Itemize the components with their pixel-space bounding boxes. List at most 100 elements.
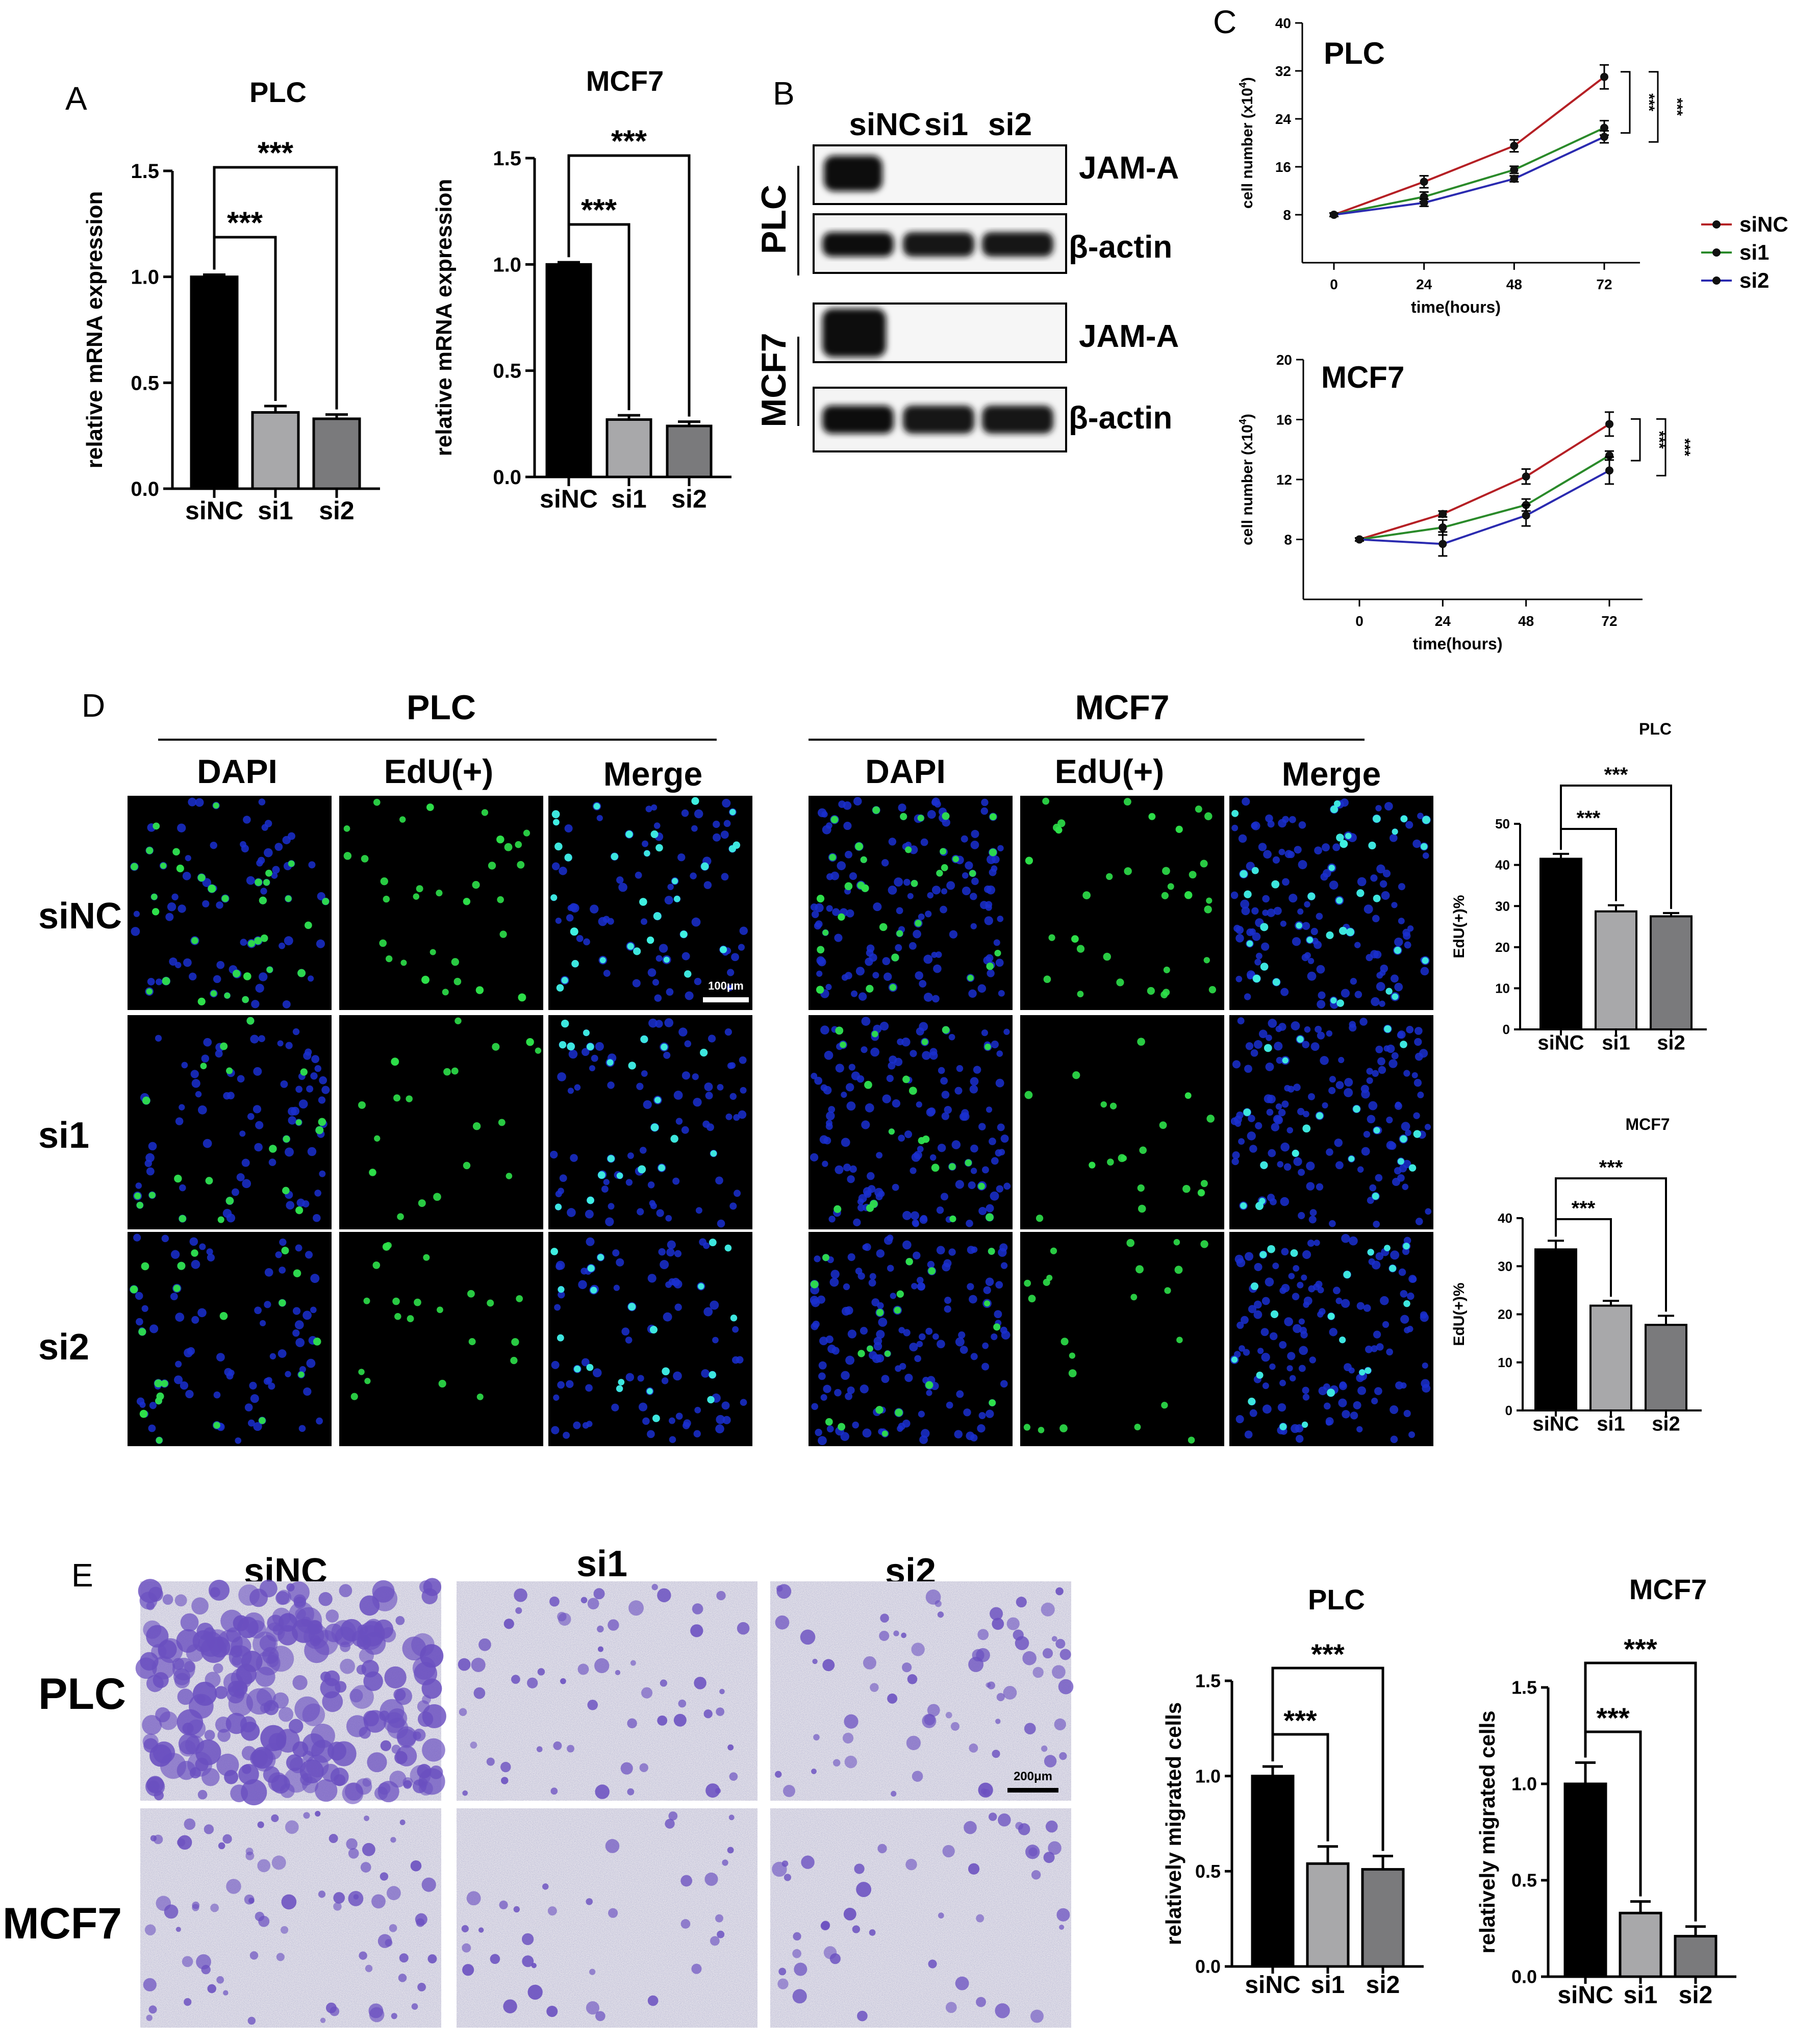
chart-title: PLC [1324, 36, 1385, 70]
panel-label-c: C [1213, 4, 1236, 40]
bar-siNC [1534, 1248, 1577, 1411]
image-plc-edu-0 [339, 796, 543, 1010]
y-axis-label: EdU(+)% [1451, 895, 1468, 958]
chart-title: MCF7 [586, 65, 664, 97]
significance-bracket [1560, 785, 1672, 909]
image-mcf7-merge-0 [1229, 796, 1433, 1010]
y-tick-label: 8 [1283, 207, 1291, 223]
bar-si2 [666, 424, 713, 478]
panel-label-d: D [82, 687, 105, 724]
x-tick-label: 0 [1330, 276, 1338, 292]
y-tick-label: 0.0 [1195, 1956, 1221, 1977]
chart-c-mcf7: MCF7 8 12 16 20 0 24 48 72 time(hours) cell number… [1238, 352, 1693, 653]
image-mcf7-dapi-1 [809, 1015, 1013, 1229]
blot-actin-plc [813, 213, 1067, 274]
significance-label: *** [1624, 1633, 1657, 1665]
y-tick-label: 10 [1495, 981, 1510, 996]
e-row-mcf7: MCF7 [3, 1899, 122, 1948]
bar-siNC [1563, 1782, 1607, 1978]
y-axis-label: relatively migrated cells [1162, 1702, 1185, 1945]
category-label: si2 [319, 496, 355, 525]
chart-title: MCF7 [1629, 1573, 1707, 1605]
panel-label-a: A [65, 80, 87, 117]
y-axis-label: relatively migrated cells [1475, 1710, 1499, 1953]
x-tick-label: 24 [1416, 276, 1432, 292]
significance-label: *** [258, 136, 294, 170]
d-row-si2: si2 [38, 1327, 89, 1368]
bar-siNC [1539, 857, 1582, 1030]
data-point [1510, 165, 1519, 174]
y-tick-label: 0 [1503, 1022, 1510, 1037]
e-scale-bar: 200μm [1007, 1770, 1058, 1793]
bar-si2 [1674, 1935, 1718, 1978]
data-point [1355, 535, 1363, 544]
y-tick-label: 1.0 [1195, 1765, 1221, 1786]
image-plc-merge-2 [548, 1232, 752, 1446]
x-tick-label: 72 [1601, 613, 1617, 629]
image-plc-merge-1 [548, 1015, 752, 1229]
data-point [1510, 141, 1519, 150]
data-point [1605, 466, 1613, 475]
y-tick-label: 0.5 [493, 360, 521, 383]
bar-si2 [312, 417, 361, 490]
legend-marker [1712, 276, 1721, 285]
transwell-plc-si2 [770, 1581, 1074, 1801]
chart-title: MCF7 [1625, 1115, 1670, 1133]
significance-bracket [1555, 1177, 1667, 1312]
svg-text:200μm: 200μm [1014, 1770, 1052, 1783]
y-axis-label: relative mRNA expression [82, 191, 107, 469]
series-line-si1 [1359, 455, 1610, 541]
y-tick-label: 16 [1275, 159, 1291, 175]
bar-si2 [1650, 915, 1693, 1030]
data-point [1438, 540, 1447, 548]
protein-label-jama-mcf7: JAM-A [1079, 319, 1179, 354]
y-tick-label: 1.5 [493, 147, 521, 170]
transwell-mcf7-si1 [457, 1808, 757, 2028]
y-tick-label: 30 [1498, 1258, 1512, 1274]
y-tick-label: 12 [1276, 472, 1292, 488]
significance-bracket [213, 166, 338, 410]
data-point [1438, 523, 1447, 532]
category-label: si2 [1652, 1412, 1680, 1435]
edu-imaging-panel: PLC MCF7 DAPI EdU(+) Merge DAPI EdU(+) M… [38, 688, 1433, 1446]
chart-d-plc: PLC 0 10 20 30 40 50 EdU(+)% siNC si1 si2 ****** [1451, 720, 1707, 1054]
panel-label-b: B [773, 75, 795, 112]
bar-si2 [1361, 1868, 1405, 1968]
cell-line-label-mcf7: MCF7 [754, 333, 793, 427]
blot-jama-plc [813, 144, 1067, 205]
image-mcf7-edu-1 [1020, 1015, 1224, 1229]
y-tick-label: 40 [1275, 15, 1291, 31]
protein-label-jama-plc: JAM-A [1079, 150, 1179, 186]
significance-bracket [1656, 418, 1666, 476]
y-tick-label: 16 [1276, 412, 1292, 428]
transwell-mcf7-sinc [140, 1808, 441, 2028]
chart-e-plc: PLC 0.0 0.5 1.0 1.5 relatively migrated cells… [1162, 1583, 1424, 1999]
protein-label-actin-plc: β-actin [1069, 230, 1172, 265]
bar-si1 [1306, 1862, 1350, 1968]
category-label: siNC [1557, 1982, 1613, 2009]
y-tick-label: 1.5 [131, 160, 159, 183]
significance-label: *** [1599, 1156, 1623, 1179]
x-axis-label: time(hours) [1411, 298, 1501, 316]
chart-title: PLC [249, 76, 307, 108]
series-line-siNC [1359, 423, 1610, 541]
data-point [1438, 510, 1447, 518]
transwell-panel: siNC si1 si2 PLC MCF7 200μm [3, 1544, 1074, 2028]
western-blot-panel: siNC si1 si2 JAM-A β-actin JAM-A [754, 107, 1179, 452]
significance-bracket [1271, 1667, 1384, 1851]
image-mcf7-merge-2 [1229, 1232, 1433, 1446]
y-tick-label: 32 [1275, 63, 1291, 79]
d-title-mcf7: MCF7 [1075, 688, 1169, 727]
category-label: siNC [540, 485, 598, 513]
category-label: siNC [1245, 1972, 1300, 1999]
y-tick-label: 1.0 [131, 266, 159, 289]
category-label: siNC [1537, 1031, 1584, 1054]
d-title-plc: PLC [407, 688, 476, 727]
bar-si1 [605, 418, 652, 478]
y-tick-label: 0.0 [1511, 1966, 1537, 1987]
lane-label-sinc: siNC [849, 107, 921, 142]
series-line-siNC [1333, 76, 1605, 216]
category-label: si1 [1311, 1972, 1345, 1999]
x-tick-label: 24 [1435, 613, 1451, 629]
category-label: si2 [1679, 1982, 1713, 2009]
